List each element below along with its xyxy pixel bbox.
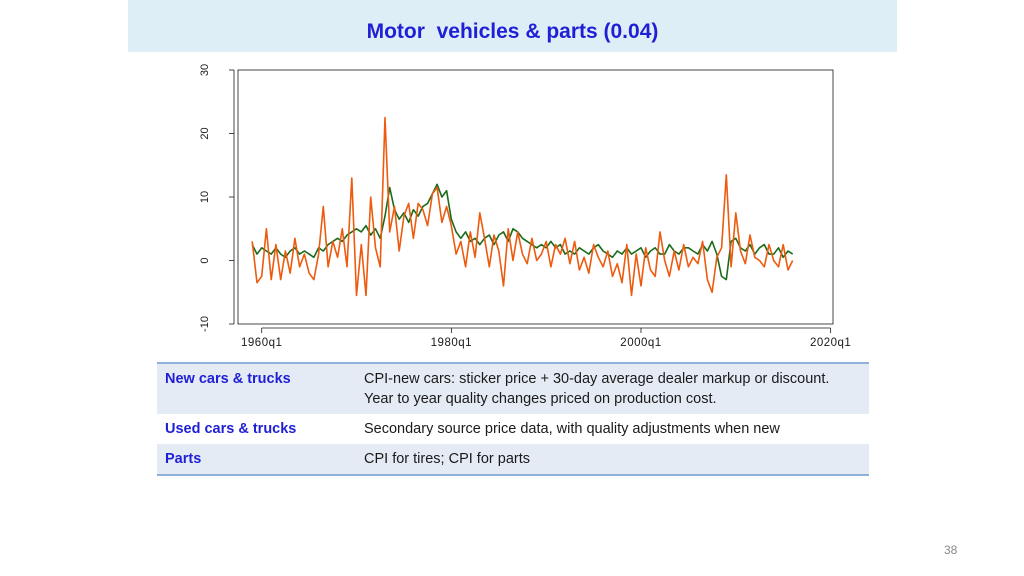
row-category: New cars & trucks [157, 362, 356, 414]
table-row: New cars & trucks CPI-new cars: sticker … [157, 362, 869, 414]
line-chart: -10 0 10 20 30 1960q1 1980q1 2000q1 2020q1 [199, 64, 851, 349]
description-line: CPI-new cars: sticker price + 30-day ave… [364, 371, 830, 387]
row-description: CPI-new cars: sticker price + 30-day ave… [356, 362, 869, 414]
description-line: Secondary source price data, with qualit… [364, 421, 780, 437]
title-band: Motor vehicles & parts (0.04) [128, 0, 897, 52]
x-tick-label: 1980q1 [431, 337, 472, 349]
page-number: 38 [944, 543, 958, 557]
x-tick-label: 1960q1 [241, 337, 282, 349]
row-category: Used cars & trucks [165, 421, 297, 437]
y-tick-label: -10 [199, 316, 211, 332]
row-category: Parts [157, 444, 356, 476]
y-tick-label: 30 [199, 64, 211, 76]
plot-frame [237, 69, 834, 325]
y-tick-label: 0 [199, 257, 211, 263]
slide-title: Motor vehicles & parts (0.04) [366, 20, 659, 43]
table-row: Used cars & trucks Secondary source pric… [157, 414, 869, 444]
description-line: Year to year quality changes priced on p… [364, 391, 717, 407]
y-tick-label: 10 [199, 191, 211, 203]
row-description: CPI for tires; CPI for parts [356, 444, 869, 476]
table-row: Parts CPI for tires; CPI for parts [157, 444, 869, 476]
description-line: CPI for tires; CPI for parts [364, 451, 530, 467]
y-tick-label: 20 [199, 127, 211, 139]
series-line-2 [251, 116, 794, 297]
row-description: Secondary source price data, with qualit… [356, 414, 869, 444]
x-tick-label: 2020q1 [810, 337, 851, 349]
x-tick-label: 2000q1 [620, 337, 661, 349]
methodology-table: New cars & trucks CPI-new cars: sticker … [157, 362, 869, 476]
